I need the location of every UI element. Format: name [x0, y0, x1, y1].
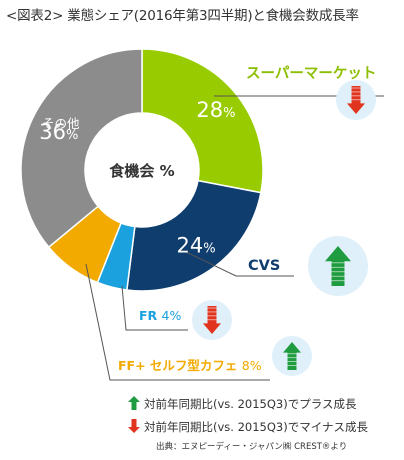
leader-line-1	[185, 251, 294, 277]
leader-line-2	[121, 285, 188, 331]
pie-slice-0	[141, 48, 264, 194]
legend-text-down: 対前年同期比(vs. 2015Q3)でマイナス成長	[144, 420, 368, 434]
category-label-0: スーパーマーケット	[246, 65, 376, 82]
pie-slices	[20, 48, 264, 292]
chart-title: <図表2> 業態シェア(2016年第3四半期)と食機会数成長率	[6, 8, 359, 24]
pie-slice-1	[125, 179, 262, 292]
down-arrow-icon	[192, 300, 232, 340]
value-label-1: 24%	[177, 233, 216, 257]
pie-slice-4	[20, 48, 143, 249]
up-arrow-icon	[272, 336, 312, 376]
center-label: 食機会 %	[109, 162, 174, 180]
legend-text-up: 対前年同期比(vs. 2015Q3)でプラス成長	[144, 397, 357, 411]
leader-line-3	[85, 263, 270, 381]
category-label-2: FR 4%	[139, 308, 181, 323]
category-label-1: CVS	[248, 258, 280, 274]
leader-lines	[85, 95, 384, 381]
legend-item-up: 対前年同期比(vs. 2015Q3)でプラス成長	[128, 396, 357, 412]
source-note: 出典：エヌピーディー・ジャパン㈱ CREST®より	[156, 442, 348, 452]
category-label-4: その他	[42, 116, 80, 131]
down-arrow-icon	[128, 419, 140, 433]
up-arrow-icon	[128, 396, 140, 410]
value-label-4: 36%	[39, 120, 78, 144]
up-arrow-icon	[308, 236, 368, 296]
legend-item-down: 対前年同期比(vs. 2015Q3)でマイナス成長	[128, 419, 368, 435]
category-label-3: FF+ セルフ型カフェ 8%	[118, 358, 262, 373]
value-label-0: 28%	[196, 98, 235, 122]
down-arrow-icon	[336, 80, 376, 120]
